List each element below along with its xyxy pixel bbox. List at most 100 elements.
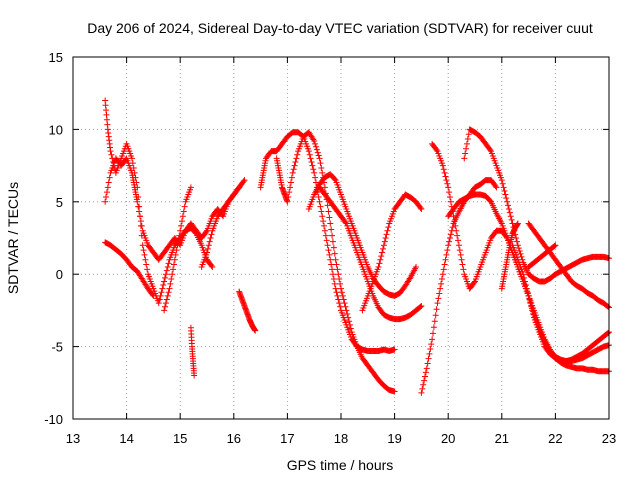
data-point — [525, 292, 532, 299]
data-point — [455, 237, 462, 244]
data-point — [324, 202, 331, 209]
data-point — [170, 266, 177, 273]
data-point — [503, 195, 510, 202]
data-point — [109, 155, 116, 162]
data-point — [506, 209, 513, 216]
data-point — [334, 292, 341, 299]
data-point — [391, 388, 398, 395]
data-point — [381, 238, 388, 245]
data-point — [207, 235, 214, 241]
data-point — [319, 169, 326, 176]
data-point — [208, 262, 215, 269]
data-point — [181, 203, 188, 210]
data-point — [455, 242, 462, 249]
data-point — [136, 203, 143, 210]
y-axis-label: SDTVAR / TECUs — [5, 182, 21, 294]
data-point — [442, 256, 449, 263]
data-point — [422, 369, 429, 376]
data-point — [311, 169, 318, 176]
data-point — [321, 222, 328, 229]
data-point — [445, 242, 452, 249]
data-point — [339, 292, 346, 299]
data-point — [376, 260, 383, 267]
data-point — [522, 282, 529, 289]
data-point — [460, 266, 467, 273]
data-point — [284, 198, 291, 205]
data-point — [338, 289, 345, 296]
data-point — [443, 251, 450, 258]
data-point — [333, 261, 340, 268]
data-point — [252, 327, 259, 334]
data-point — [318, 208, 325, 215]
data-point — [104, 184, 111, 191]
data-point — [501, 187, 508, 194]
data-point — [418, 303, 425, 310]
data-point — [312, 174, 319, 181]
data-point — [436, 290, 443, 297]
data-point — [203, 228, 210, 235]
data-point — [428, 341, 435, 348]
data-point — [150, 292, 157, 299]
series-arc-19 — [509, 242, 612, 365]
data-point — [335, 271, 342, 278]
data-point — [446, 189, 453, 196]
data-point — [452, 222, 459, 229]
data-point — [204, 249, 210, 256]
data-point — [340, 296, 347, 303]
data-point — [137, 222, 144, 229]
data-point — [164, 292, 171, 299]
y-tick-label: 15 — [49, 50, 63, 65]
data-point — [329, 238, 336, 245]
data-point — [508, 216, 515, 223]
data-point — [177, 227, 184, 234]
data-point — [514, 242, 521, 249]
data-point — [330, 276, 337, 283]
data-point — [341, 300, 348, 307]
data-point — [499, 180, 506, 187]
x-tick-label: 19 — [387, 431, 401, 446]
data-point — [292, 158, 299, 165]
data-point — [346, 321, 353, 328]
data-point — [454, 232, 461, 239]
data-point — [310, 136, 317, 143]
x-tick-label: 22 — [548, 431, 562, 446]
data-point — [313, 146, 320, 153]
series-arc-13 — [418, 177, 500, 396]
data-point — [521, 274, 528, 281]
data-point — [500, 184, 507, 191]
data-point — [342, 219, 349, 226]
x-tick-label: 15 — [173, 431, 187, 446]
data-point — [176, 232, 183, 239]
data-point — [529, 307, 536, 314]
data-point — [322, 232, 329, 239]
data-point — [461, 155, 468, 162]
data-point — [105, 179, 112, 186]
series-arc-11 — [316, 184, 425, 323]
data-point — [442, 173, 449, 180]
y-tick-label: -10 — [44, 412, 63, 427]
data-point — [382, 235, 389, 241]
data-point — [305, 148, 312, 155]
data-point — [167, 280, 174, 287]
data-point — [504, 198, 511, 205]
series-arc-12 — [359, 191, 425, 314]
x-tick-label: 13 — [66, 431, 80, 446]
data-point — [437, 285, 444, 292]
y-tick-label: 0 — [56, 267, 63, 282]
series-arc-4 — [161, 184, 194, 314]
data-point — [509, 220, 516, 227]
data-point — [161, 307, 168, 314]
data-point — [132, 174, 139, 181]
data-point — [431, 318, 438, 325]
data-point — [513, 238, 520, 245]
data-point — [326, 214, 333, 221]
data-point — [515, 245, 522, 252]
data-point — [140, 247, 147, 254]
data-point — [336, 300, 343, 307]
data-point — [507, 213, 514, 220]
data-point — [129, 160, 136, 167]
data-point — [317, 203, 324, 210]
data-point — [418, 206, 425, 213]
data-points — [102, 97, 612, 396]
